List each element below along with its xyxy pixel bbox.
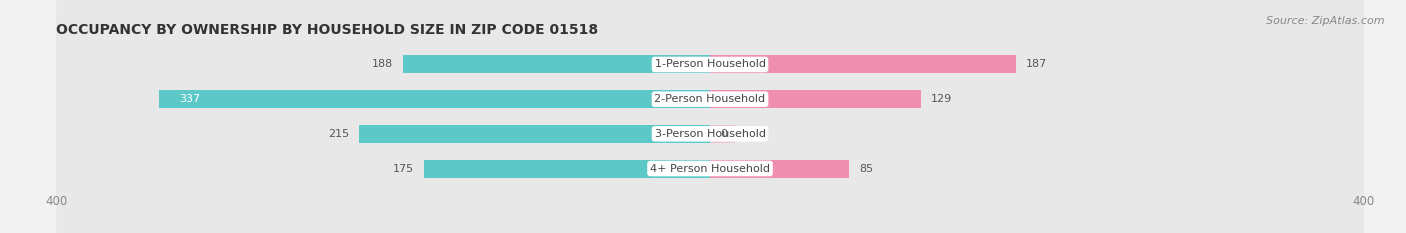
Text: 4+ Person Household: 4+ Person Household	[650, 164, 770, 174]
Text: OCCUPANCY BY OWNERSHIP BY HOUSEHOLD SIZE IN ZIP CODE 01518: OCCUPANCY BY OWNERSHIP BY HOUSEHOLD SIZE…	[56, 23, 599, 37]
Bar	[710, 125, 734, 143]
Text: 129: 129	[931, 94, 952, 104]
Text: 337: 337	[179, 94, 200, 104]
Bar	[359, 125, 710, 143]
Text: 175: 175	[394, 164, 415, 174]
Text: 215: 215	[328, 129, 349, 139]
Bar	[425, 160, 710, 178]
FancyBboxPatch shape	[56, 0, 1364, 233]
Bar	[710, 160, 849, 178]
Text: Source: ZipAtlas.com: Source: ZipAtlas.com	[1267, 16, 1385, 26]
Text: 85: 85	[859, 164, 873, 174]
Text: 187: 187	[1025, 59, 1046, 69]
Text: 1-Person Household: 1-Person Household	[655, 59, 765, 69]
Bar	[710, 90, 921, 108]
Bar	[402, 55, 710, 73]
Bar	[710, 55, 1015, 73]
FancyBboxPatch shape	[56, 0, 1364, 233]
Bar	[159, 90, 710, 108]
Text: 188: 188	[371, 59, 392, 69]
FancyBboxPatch shape	[56, 0, 1364, 233]
FancyBboxPatch shape	[56, 0, 1364, 233]
Text: 0: 0	[720, 129, 727, 139]
Text: 2-Person Household: 2-Person Household	[654, 94, 766, 104]
Text: 3-Person Household: 3-Person Household	[655, 129, 765, 139]
